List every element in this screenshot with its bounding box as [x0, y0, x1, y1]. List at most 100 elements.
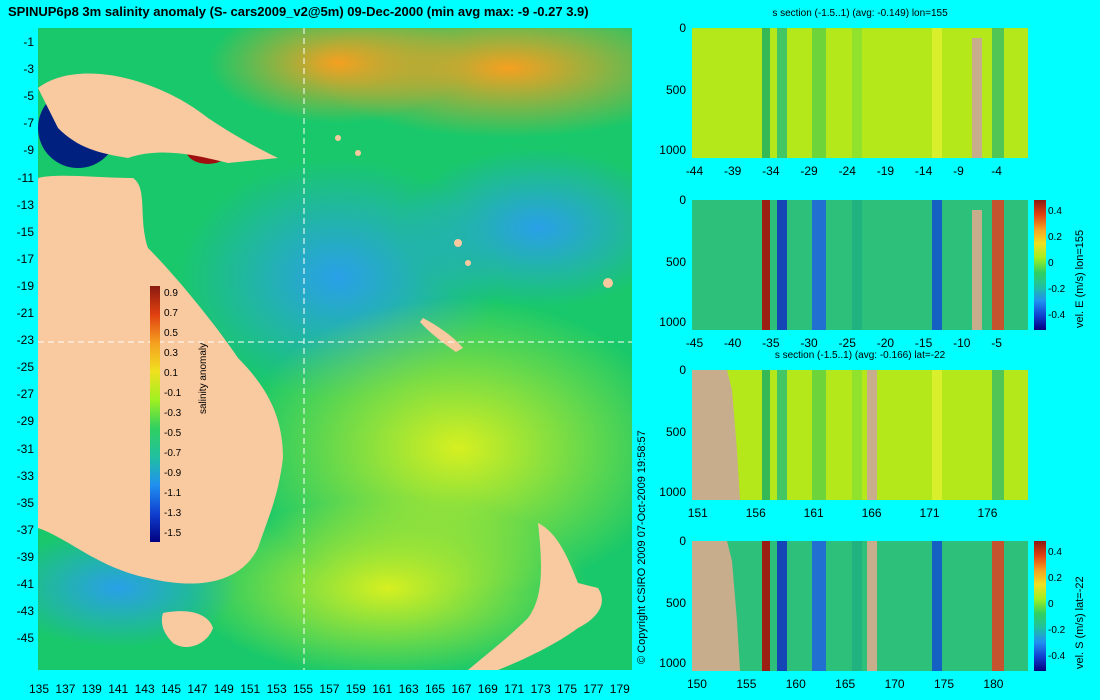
x-tick-label: 166 — [861, 506, 882, 520]
lon-tick-label: 153 — [266, 682, 287, 696]
x-tick-label: -45 — [685, 336, 704, 350]
x-tick-label: 161 — [803, 506, 824, 520]
lat-tick-label: -9 — [23, 143, 34, 158]
x-tick-label: -15 — [914, 336, 933, 350]
colorbar-tick: 0.9 — [164, 288, 178, 299]
x-tick-label: 155 — [736, 677, 757, 691]
land-new-caledonia — [420, 318, 463, 352]
x-tick-label: 170 — [884, 677, 905, 691]
field-stripe — [762, 28, 770, 158]
x-tick-label: 156 — [745, 506, 766, 520]
velocity-colorbar — [1034, 541, 1046, 671]
lat-tick-label: -1 — [23, 35, 34, 49]
section-field — [762, 200, 1004, 330]
field-stripe — [932, 541, 942, 671]
x-tick-label: 160 — [785, 677, 806, 691]
section-land-mask — [972, 210, 982, 330]
section-field — [692, 541, 1004, 671]
depth-tick-label: 1000 — [659, 143, 686, 157]
depth-tick-label: 500 — [665, 596, 686, 610]
copyright-text: © Copyright CSIRO 2009 07-Oct-2009 19:58… — [636, 430, 648, 664]
lon-tick-label: 159 — [345, 682, 366, 696]
colorbar-tick: 0.7 — [164, 308, 178, 319]
x-tick-label: 150 — [686, 677, 707, 691]
field-stripe — [992, 370, 1004, 500]
velocity-colorbar-tick: -0.2 — [1048, 625, 1066, 636]
lon-tick-label: 143 — [134, 682, 155, 696]
lat-tick-label: -19 — [16, 278, 34, 293]
field-stripe — [777, 370, 787, 500]
field-stripe — [762, 200, 770, 330]
field-stripe — [762, 541, 770, 671]
main-colorbar-label: salinity anomaly — [198, 342, 209, 414]
velocity-colorbar-tick: 0.2 — [1048, 232, 1062, 243]
lon-tick-label: 147 — [187, 682, 208, 696]
salinity-map[interactable]: 0.9 0.7 0.5 0.3 0.1 -0.1 -0.3 -0.5 -0.7 -0.9 -1.1 -… — [38, 28, 632, 670]
panel-title: s section (-1.5..1) (avg: -0.149) lon=15… — [772, 8, 948, 19]
lon-tick-label: 173 — [530, 682, 551, 696]
section-plot — [692, 541, 1028, 671]
velocity-colorbar-tick: -0.2 — [1048, 284, 1066, 295]
map-lat-axis: -1 -3 -5 -7 -9 -11 -13 -15 -17 -19 -21 -23 -25 -27 -29… — [0, 28, 34, 670]
colorbar-tick: 0.3 — [164, 348, 178, 359]
panel-title: s section (-1.5..1) (avg: -0.166) lat=-2… — [774, 350, 946, 361]
depth-tick-label: 0 — [679, 534, 686, 548]
lat-tick-label: -21 — [16, 306, 34, 320]
colorbar-tick: -0.5 — [164, 428, 182, 439]
lon-tick-label: 175 — [557, 682, 578, 696]
lon-tick-label: 145 — [161, 682, 182, 696]
lat-tick-label: -39 — [16, 549, 34, 564]
velocity-colorbar-tick: 0 — [1048, 599, 1054, 610]
depth-tick-label: 0 — [679, 193, 686, 207]
field-stripe — [852, 200, 862, 330]
x-tick-label: -24 — [838, 164, 856, 178]
field-stripe — [777, 541, 787, 671]
lon-tick-label: 149 — [213, 682, 234, 696]
lat-tick-label: -25 — [16, 360, 34, 375]
x-tick-label: 165 — [835, 677, 856, 691]
depth-tick-label: 1000 — [659, 656, 686, 670]
section-plot — [692, 28, 1028, 158]
x-tick-label: 180 — [983, 677, 1004, 691]
lon-tick-label: 165 — [425, 682, 446, 696]
velocity-colorbar-tick: 0 — [1048, 258, 1054, 269]
land-new-zealand — [468, 523, 602, 670]
colorbar-tick: 0.5 — [164, 328, 178, 339]
velocity-colorbar-tick: -0.4 — [1048, 310, 1066, 321]
lat-tick-label: -3 — [23, 62, 34, 77]
x-tick-label: 171 — [919, 506, 940, 520]
lat-tick-label: -37 — [16, 522, 34, 537]
depth-tick-label: 1000 — [659, 315, 686, 329]
lat-tick-label: -5 — [23, 89, 34, 104]
velocity-colorbar-tick: -0.4 — [1048, 651, 1066, 662]
section-land-mask — [972, 38, 982, 158]
field-stripe — [932, 370, 942, 500]
velocity-colorbar-tick: 0.4 — [1048, 206, 1062, 217]
lon-tick-label: 177 — [583, 682, 604, 696]
lon-tick-label: 157 — [319, 682, 340, 696]
colorbar-tick: -1.3 — [164, 508, 182, 519]
colorbar-tick: 0.1 — [164, 368, 178, 379]
lat-tick-label: -31 — [16, 441, 34, 456]
depth-tick-label: 500 — [665, 255, 686, 269]
field-stripe — [852, 370, 862, 500]
colorbar-tick: -1.5 — [164, 528, 182, 539]
field-stripe — [777, 28, 787, 158]
depth-tick-label: 500 — [665, 83, 686, 97]
lat-tick-label: -29 — [16, 414, 34, 429]
velocity-colorbar-label: vel. S (m/s) lat=-22 — [1074, 576, 1086, 669]
main-title: SPINUP6p8 3m salinity anomaly (S- cars20… — [8, 4, 589, 19]
field-stripe — [932, 200, 942, 330]
lon-tick-label: 137 — [55, 682, 76, 696]
x-tick-label: -10 — [953, 336, 971, 350]
field-stripe — [852, 541, 862, 671]
section-field — [762, 28, 1004, 158]
lat-tick-label: -35 — [16, 495, 34, 510]
velocity-colorbar — [1034, 200, 1046, 330]
land-new-guinea — [38, 73, 278, 163]
section-plot — [692, 200, 1028, 330]
main-colorbar-ticks: 0.9 0.7 0.5 0.3 0.1 -0.1 -0.3 -0.5 -0.7 -0.9 -1.1 -… — [164, 286, 204, 542]
lon-tick-label: 171 — [504, 682, 525, 696]
lat-tick-label: -27 — [16, 387, 34, 402]
field-stripe — [932, 28, 942, 158]
